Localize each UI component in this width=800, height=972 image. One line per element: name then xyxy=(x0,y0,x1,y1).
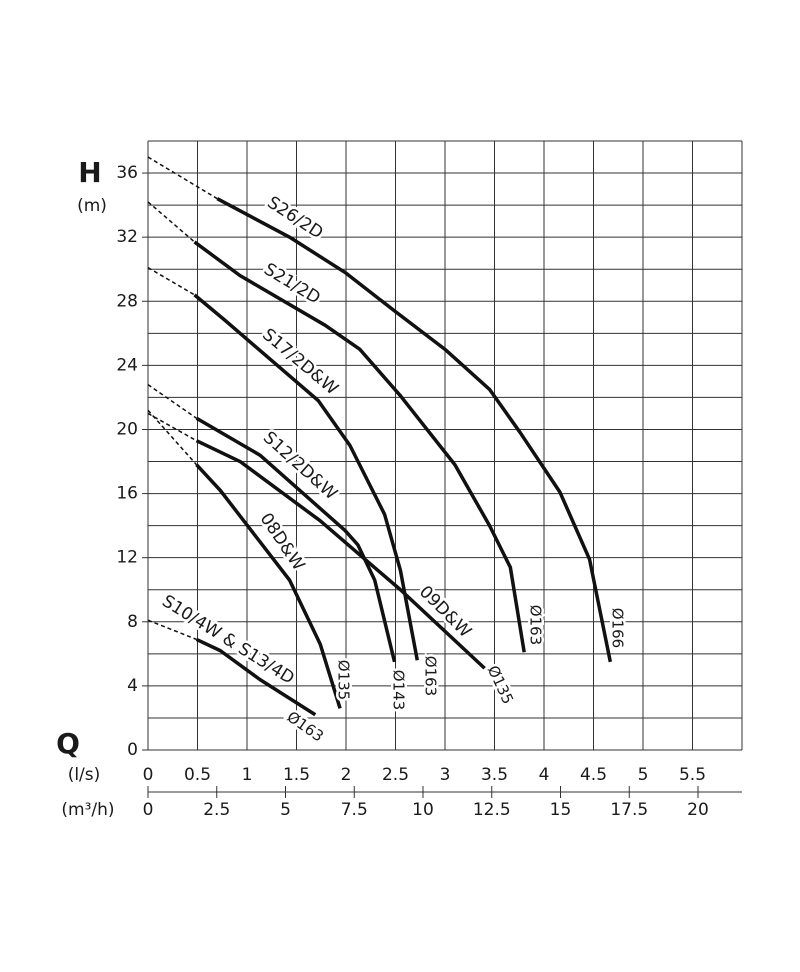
y-tick-label: 28 xyxy=(116,291,138,311)
curve-label: 08D&W xyxy=(256,510,309,575)
curve xyxy=(195,416,397,663)
x2-tick-label: 17.5 xyxy=(610,800,648,820)
x2-tick-label: 0 xyxy=(143,800,154,820)
diameter-label: Ø163 xyxy=(527,605,545,645)
x-tick-label: 3.5 xyxy=(481,765,508,785)
diameter-label: Ø135 xyxy=(335,660,353,700)
x-tick-label: 0 xyxy=(143,765,154,785)
extrapolation xyxy=(147,409,198,466)
x-tick-label: 4.5 xyxy=(580,765,607,785)
curve xyxy=(193,293,420,661)
y-tick-label: 24 xyxy=(116,355,138,375)
curve xyxy=(195,637,317,717)
extrapolation xyxy=(147,156,218,200)
curve xyxy=(195,439,486,670)
curve xyxy=(193,240,526,653)
x-tick-label: 5 xyxy=(638,765,649,785)
x2-unit: (m³/h) xyxy=(61,800,114,820)
x2-tick-label: 5 xyxy=(280,800,291,820)
y-tick-label: 4 xyxy=(127,676,138,696)
x-tick-label: 1 xyxy=(242,765,253,785)
y-tick-label: 16 xyxy=(116,484,138,504)
x2-tick-label: 20 xyxy=(687,800,709,820)
x2-tick-label: 15 xyxy=(550,800,572,820)
y-unit: (m) xyxy=(77,196,107,216)
x-tick-label: 2 xyxy=(341,765,352,785)
diameter-label: Ø163 xyxy=(284,708,327,746)
x-tick-label: 5.5 xyxy=(679,765,706,785)
curve xyxy=(216,197,613,663)
y-tick-label: 36 xyxy=(116,163,138,183)
x2-tick-label: 2.5 xyxy=(203,800,230,820)
x-tick-label: 1.5 xyxy=(283,765,310,785)
x2-tick-label: 10 xyxy=(412,800,434,820)
diameter-label: Ø135 xyxy=(484,663,517,707)
extrapolation xyxy=(147,383,197,419)
y-tick-label: 0 xyxy=(127,740,138,760)
diameter-label: Ø166 xyxy=(609,608,627,648)
y-label: H xyxy=(78,156,101,189)
x-tick-label: 3 xyxy=(440,765,451,785)
curve xyxy=(195,463,342,709)
x-tick-label: 4 xyxy=(539,765,550,785)
x-label: Q xyxy=(56,727,80,760)
y-tick-label: 8 xyxy=(127,612,138,632)
curve-label: S26/2D xyxy=(264,193,327,244)
curve-label: S10/4W & S13/4D xyxy=(158,591,297,688)
diameter-label: Ø163 xyxy=(422,656,440,696)
x-unit: (l/s) xyxy=(68,765,101,785)
extrapolation xyxy=(147,266,195,296)
extrapolation xyxy=(147,619,197,641)
x-tick-label: 2.5 xyxy=(382,765,409,785)
x-tick-label: 0.5 xyxy=(184,765,211,785)
diameter-label: Ø143 xyxy=(390,670,408,710)
extrapolation xyxy=(147,412,197,442)
x2-tick-label: 7.5 xyxy=(341,800,368,820)
x2-tick-label: 12.5 xyxy=(473,800,511,820)
extrapolation xyxy=(147,201,196,243)
y-tick-label: 20 xyxy=(116,419,138,439)
y-tick-label: 12 xyxy=(116,548,138,568)
y-tick-label: 32 xyxy=(116,227,138,247)
